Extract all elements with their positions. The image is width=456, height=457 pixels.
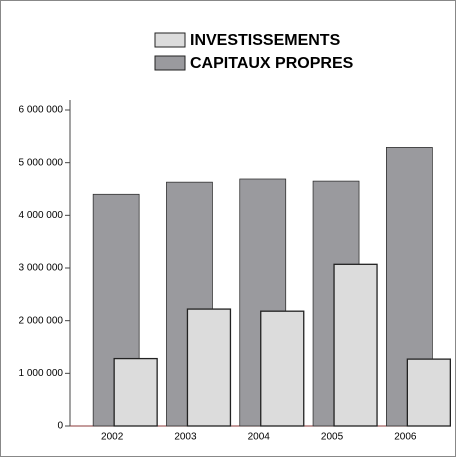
bar: [260, 310, 305, 427]
x-tick-label: 2005: [321, 432, 344, 443]
x-tick-label: 2006: [394, 432, 417, 443]
bar: [406, 358, 452, 427]
bar: [186, 308, 232, 427]
legend-label: INVESTISSEMENTS: [190, 32, 341, 49]
bar: [333, 263, 378, 427]
bar: [113, 357, 158, 427]
y-tick-label: 1 000 000: [19, 368, 64, 379]
y-tick-label: 2 000 000: [19, 315, 64, 326]
x-tick-label: 2002: [101, 432, 124, 443]
legend-swatch: [154, 55, 186, 71]
y-tick-label: 6 000 000: [19, 105, 64, 116]
y-tick-label: 4 000 000: [19, 210, 64, 221]
legend-swatch: [154, 32, 186, 48]
y-tick-label: 3 000 000: [19, 263, 64, 274]
x-tick-label: 2003: [174, 432, 197, 443]
x-tick-label: 2004: [248, 432, 271, 443]
y-tick-label: 5 000 000: [19, 157, 64, 168]
y-tick-label: 0: [57, 421, 63, 432]
legend-label: CAPITAUX PROPRES: [190, 55, 354, 72]
